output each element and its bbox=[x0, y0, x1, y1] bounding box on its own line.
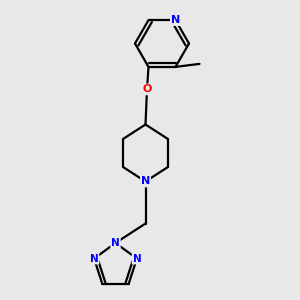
Text: N: N bbox=[133, 254, 141, 263]
Text: O: O bbox=[142, 84, 152, 94]
Text: N: N bbox=[141, 176, 150, 187]
Text: N: N bbox=[90, 254, 98, 263]
Text: N: N bbox=[171, 15, 180, 25]
Text: N: N bbox=[111, 238, 120, 248]
